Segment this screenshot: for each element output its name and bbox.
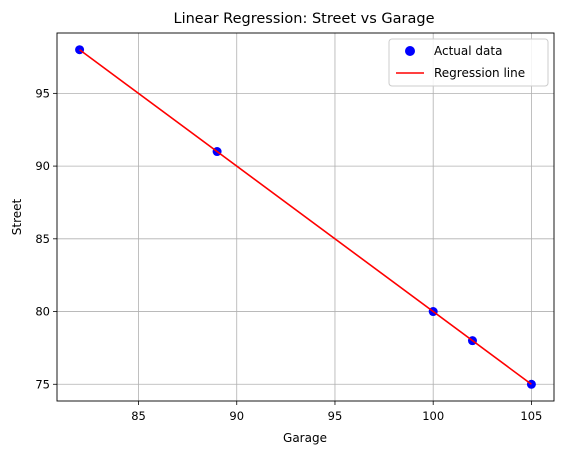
x-tick-label: 85 [131,409,146,423]
legend-label-actual-data: Actual data [434,44,502,58]
y-tick-label: 90 [35,159,50,173]
x-tick-label: 95 [328,409,343,423]
y-tick-label: 80 [35,305,50,319]
y-tick-label: 95 [35,86,50,100]
y-axis-label: Street [10,198,24,235]
x-axis-label: Garage [283,431,327,445]
chart-title: Linear Regression: Street vs Garage [174,11,435,27]
legend-marker-actual-data [405,46,415,56]
regression-line [79,49,532,385]
y-axis-ticks: 75 80 85 90 95 [35,86,57,391]
legend-box [388,38,549,87]
y-tick-label: 85 [35,232,50,246]
x-tick-label: 100 [422,409,444,423]
regression-layer [79,49,532,385]
legend-label-regression-line: Regression line [434,66,525,80]
x-tick-label: 105 [520,409,542,423]
grid-lines [57,33,554,401]
x-tick-label: 90 [229,409,244,423]
x-axis-ticks: 85 90 95 100 105 [131,401,542,423]
y-tick-label: 75 [35,377,50,391]
plot-frame [56,32,555,402]
legend: Actual data Regression line [388,38,549,87]
